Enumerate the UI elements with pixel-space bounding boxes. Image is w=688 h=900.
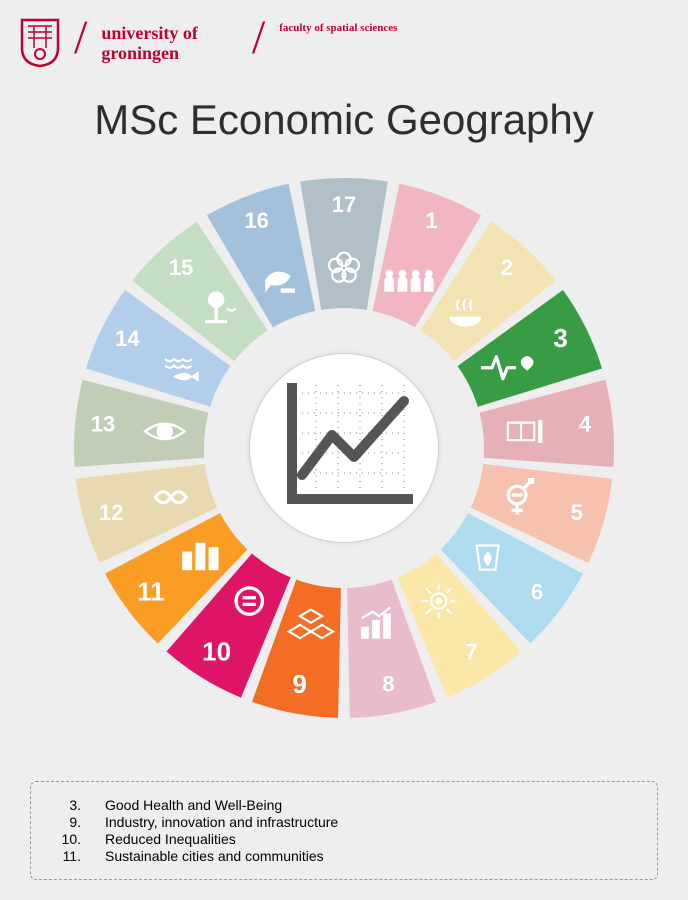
slash-divider-icon: / (252, 14, 265, 62)
university-crest-icon (20, 18, 60, 68)
sdg-segment-number: 7 (465, 640, 477, 665)
legend-box: 3. Good Health and Well-Being 9. Industry,… (30, 781, 658, 880)
university-name-line1: university of (101, 24, 198, 44)
sdg-segment-number: 14 (115, 326, 140, 351)
university-name-line2: groningen (101, 44, 198, 64)
faculty-name: faculty of spatial sciences (279, 22, 397, 34)
legend-row: 11. Sustainable cities and communities (49, 848, 639, 864)
center-circle (249, 353, 439, 543)
legend-label: Reduced Inequalities (105, 831, 236, 847)
growth-chart-icon (274, 383, 414, 513)
legend-row: 10. Reduced Inequalities (49, 831, 639, 847)
sdg-segment-number: 8 (382, 672, 394, 697)
legend-num: 9. (49, 814, 81, 830)
sdg-segment-number: 9 (292, 669, 306, 699)
sdg-segment-number: 3 (553, 323, 567, 353)
sdg-segment-number: 5 (571, 500, 583, 525)
sdg-segment-number: 4 (579, 411, 592, 436)
legend-num: 3. (49, 797, 81, 813)
sdg-segment-number: 11 (137, 577, 165, 607)
legend-label: Sustainable cities and communities (105, 848, 324, 864)
university-name: university of groningen (101, 24, 198, 64)
legend-label: Industry, innovation and infrastructure (105, 814, 338, 830)
sdg-wheel: 1234567891011121314151617 (64, 168, 624, 728)
sdg-segment-number: 13 (91, 411, 115, 436)
legend-row: 9. Industry, innovation and infrastructur… (49, 814, 639, 830)
sdg-segment-number: 12 (99, 500, 123, 525)
sdg-segment-number: 1 (425, 208, 437, 233)
legend-label: Good Health and Well-Being (105, 797, 282, 813)
sdg-segment-number: 10 (202, 637, 231, 667)
sdg-segment-number: 6 (531, 580, 543, 605)
header: / university of groningen / faculty of s… (0, 0, 688, 68)
legend-num: 11. (49, 848, 81, 864)
legend-row: 3. Good Health and Well-Being (49, 797, 639, 813)
sdg-segment-number: 17 (332, 192, 356, 217)
sdg-segment-number: 2 (501, 255, 513, 280)
sdg-icon-7 (421, 583, 456, 618)
sdg-segment-number: 16 (244, 208, 268, 233)
sdg-segment-number: 15 (169, 255, 193, 280)
page-title: MSc Economic Geography (0, 96, 688, 144)
legend-num: 10. (49, 831, 81, 847)
slash-divider-icon: / (74, 14, 87, 62)
